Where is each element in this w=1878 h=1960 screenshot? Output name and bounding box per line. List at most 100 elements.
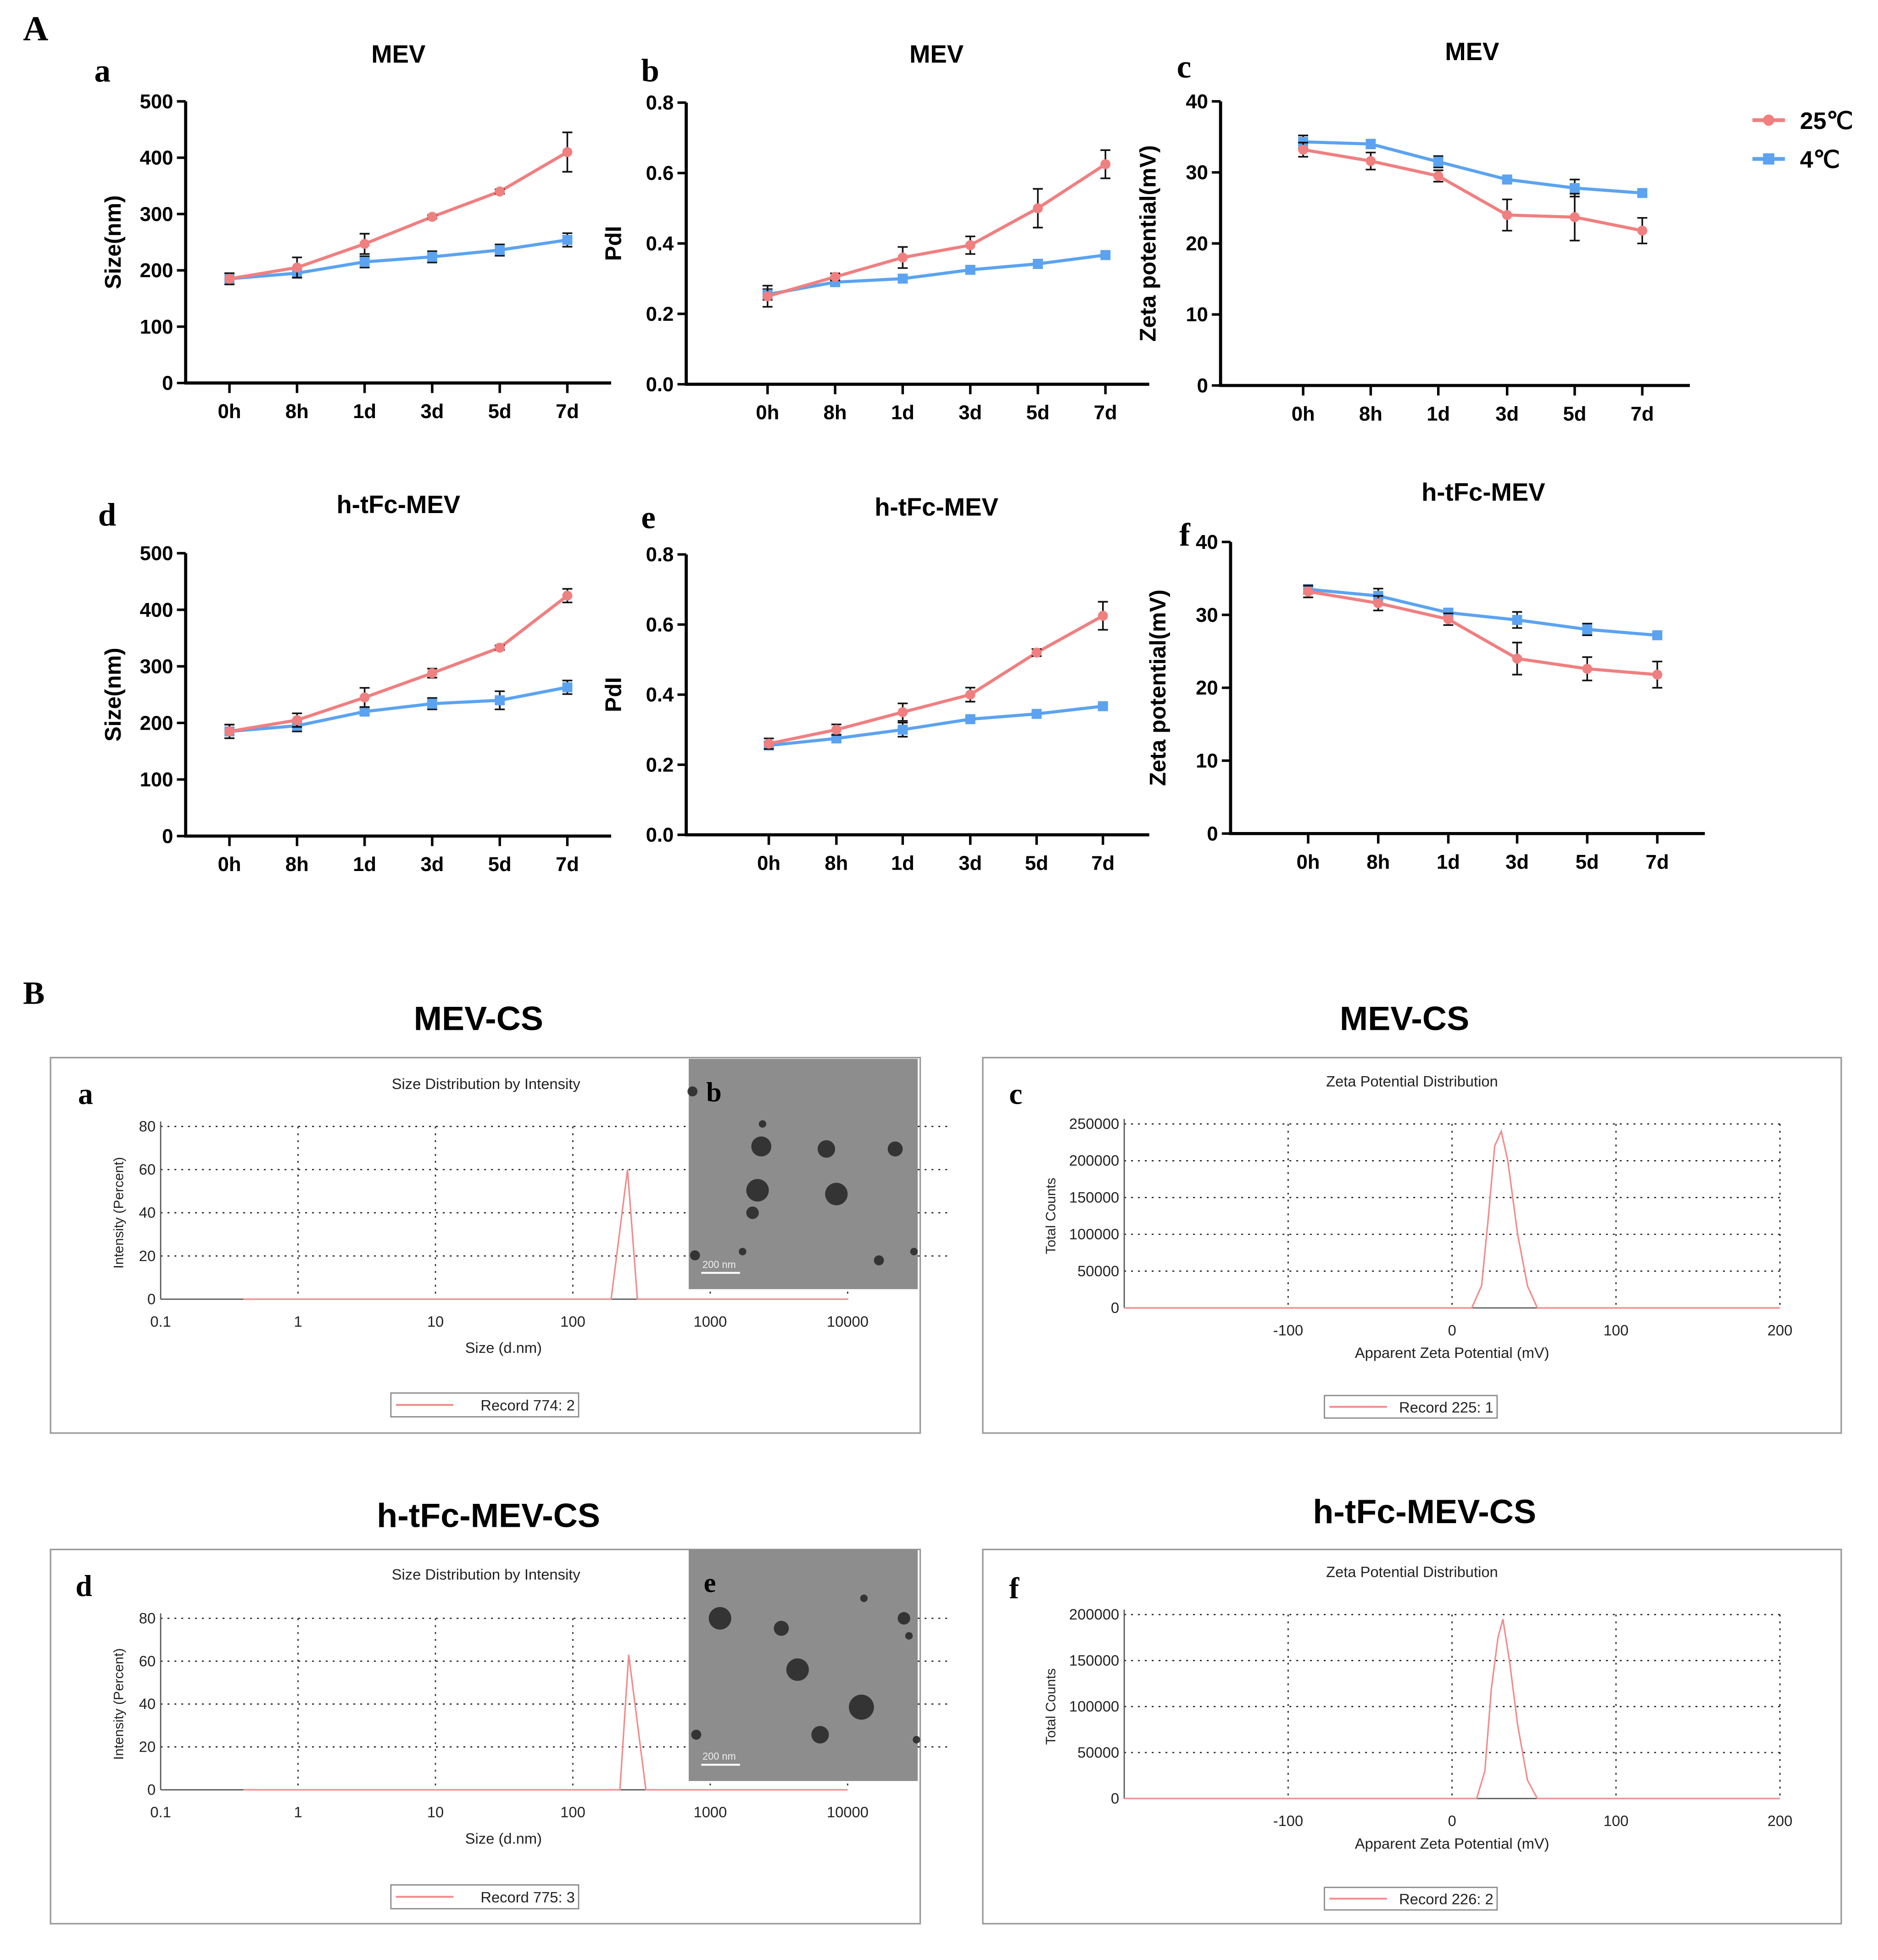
y-axis-label: Total Counts — [1043, 1178, 1059, 1254]
legend: 25℃ 4℃ — [1752, 107, 1853, 173]
y-tick-label: 0.0 — [646, 824, 674, 846]
y-tick-label: 0.0 — [646, 374, 674, 396]
data-point-4c — [965, 714, 975, 725]
x-tick-label: 3d — [420, 401, 444, 423]
series-line-4c — [229, 686, 568, 733]
data-point-4c — [562, 682, 573, 692]
x-tick-label: 0 — [1448, 1812, 1456, 1829]
y-tick-label: 0 — [162, 373, 173, 395]
y-tick-label: 500 — [140, 542, 173, 564]
series-line-4c — [769, 704, 1103, 747]
legend-label-25c: 25℃ — [1800, 107, 1853, 134]
data-point-25c — [1100, 159, 1111, 169]
data-point-4c — [495, 695, 505, 705]
x-tick-label: 3d — [959, 402, 982, 424]
legend-label: Record 775: 3 — [480, 1889, 575, 1906]
y-tick-label: 10 — [1196, 750, 1218, 772]
nanoparticle — [691, 1730, 702, 1740]
data-point-4c — [1365, 139, 1376, 149]
y-tick-label: 40 — [1196, 531, 1218, 553]
y-tick-label: 100 — [140, 316, 173, 338]
nanoparticle — [913, 1736, 920, 1744]
distribution-curve — [1124, 1619, 1780, 1799]
data-point-25c — [292, 715, 302, 726]
y-axis-label: Intensity (Percent) — [111, 1157, 126, 1268]
y-tick-label: 100000 — [1069, 1226, 1119, 1243]
y-axis-label: PdI — [602, 677, 626, 712]
y-tick-label: 250000 — [1069, 1115, 1119, 1132]
x-tick-label: 100 — [1604, 1322, 1629, 1339]
data-point-25c — [1098, 610, 1108, 621]
y-tick-label: 40 — [139, 1695, 156, 1712]
nanoparticle — [774, 1620, 789, 1636]
x-tick-label: 0h — [218, 401, 241, 423]
data-point-25c — [495, 186, 505, 197]
section-b-label: B — [23, 975, 45, 1011]
data-point-25c — [292, 262, 302, 273]
data-point-25c — [562, 591, 573, 601]
line-chart-c: c MEV 0 10 20 30 40 0h 8h 1d 3d 5d 7d Zeta potential(… — [1136, 38, 1690, 425]
data-point-4c — [831, 733, 841, 744]
y-tick-label: 50000 — [1077, 1262, 1119, 1279]
x-tick-label: 3d — [959, 852, 982, 874]
data-point-4c — [1033, 259, 1043, 269]
x-tick-label: 1000 — [694, 1313, 727, 1330]
data-point-25c — [831, 725, 841, 735]
chart-title: Zeta Potential Distribution — [1326, 1563, 1498, 1580]
data-point-25c — [1365, 156, 1376, 166]
distribution-curve — [243, 1654, 848, 1791]
data-point-25c — [1303, 586, 1313, 597]
nanoparticle — [690, 1250, 700, 1261]
nanoparticle — [746, 1179, 769, 1202]
data-point-25c — [224, 726, 235, 737]
y-tick-label: 30 — [1186, 162, 1208, 184]
data-point-25c — [763, 738, 774, 749]
y-tick-label: 100000 — [1069, 1698, 1119, 1715]
panel-letter: e — [641, 500, 655, 536]
x-tick-label: 1 — [294, 1804, 302, 1820]
panel-letter: f — [1009, 1572, 1020, 1605]
y-tick-label: 200000 — [1069, 1152, 1119, 1169]
data-point-4c — [1637, 188, 1648, 198]
x-tick-label: 100 — [1604, 1812, 1629, 1829]
data-point-4c — [427, 251, 437, 262]
x-tick-label: 0h — [756, 402, 779, 424]
nanoparticle — [708, 1607, 731, 1630]
series-line-4c — [1303, 140, 1643, 195]
x-tick-label: 7d — [556, 854, 579, 876]
x-tick-label: 3d — [1505, 851, 1529, 873]
data-point-4c — [1582, 624, 1593, 635]
panel-letter: d — [76, 1569, 92, 1603]
legend-marker-circle — [1763, 114, 1774, 126]
group-title: MEV-CS — [1340, 1000, 1469, 1038]
data-point-4c — [562, 235, 573, 245]
x-tick-label: 1d — [1427, 403, 1450, 425]
y-tick-label: 40 — [1186, 91, 1208, 113]
y-tick-label: 200 — [140, 260, 173, 282]
tem-background — [689, 1059, 918, 1290]
series-line-4c — [229, 238, 568, 280]
x-axis-label: Apparent Zeta Potential (mV) — [1355, 1344, 1549, 1361]
chart-title: Zeta Potential Distribution — [1326, 1072, 1498, 1089]
nanoparticle — [739, 1248, 747, 1256]
panel-letter: c — [1009, 1078, 1022, 1111]
line-chart-e: e h-tFc-MEV 0.0 0.2 0.4 0.6 0.8 0h 8h 1d 3d 5d 7d PdI — [602, 493, 1149, 874]
x-axis-label: Size (d.nm) — [465, 1339, 542, 1356]
y-tick-label: 0.4 — [646, 684, 674, 706]
y-tick-label: 200000 — [1069, 1606, 1119, 1623]
x-tick-label: 100 — [560, 1313, 585, 1330]
x-tick-label: -100 — [1273, 1812, 1304, 1829]
data-point-25c — [1031, 648, 1042, 658]
x-tick-label: 1d — [1437, 851, 1460, 873]
x-tick-label: 1d — [891, 402, 914, 424]
x-axis-label: Size (d.nm) — [465, 1830, 542, 1847]
scale-bar-label: 200 nm — [702, 1751, 736, 1762]
data-point-4c — [897, 725, 908, 735]
data-point-25c — [359, 692, 370, 703]
data-point-25c — [1512, 653, 1522, 664]
data-point-4c — [965, 265, 975, 275]
nanoparticle — [758, 1120, 767, 1128]
x-tick-label: 1d — [353, 401, 376, 423]
y-tick-label: 80 — [139, 1118, 156, 1135]
